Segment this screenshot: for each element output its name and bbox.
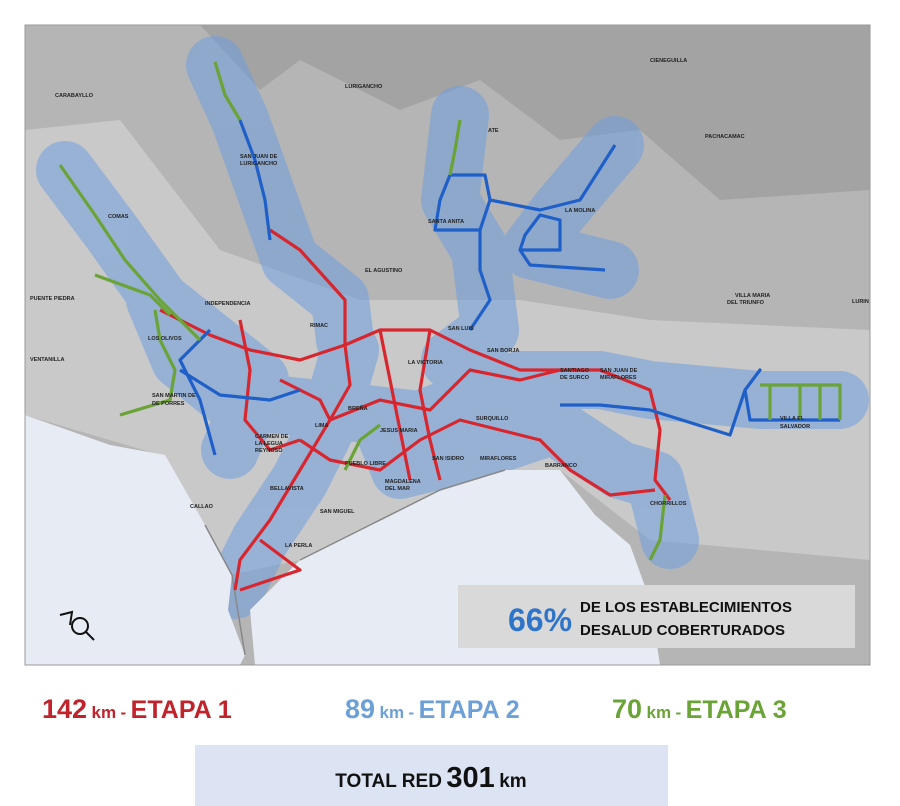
coverage-text: DESALUD COBERTURADOS: [580, 622, 785, 639]
district-label: SAN MARTIN DE: [152, 393, 196, 399]
district-label: BELLAVISTA: [270, 486, 304, 492]
district-label: PUENTE PIEDRA: [30, 296, 75, 302]
stage-3: 70 km - ETAPA 3: [612, 694, 787, 724]
stage-km: 70: [612, 694, 642, 724]
coverage-box: [458, 585, 855, 648]
district-label: SAN LUIS: [448, 326, 474, 332]
total-box: [195, 745, 668, 806]
mountains: [25, 25, 870, 200]
district-label: CIENEGUILLA: [650, 58, 687, 64]
district-label: LA MOLINA: [565, 208, 595, 214]
coverage-text: DE LOS ESTABLECIMIENTOS: [580, 599, 792, 616]
district-label: PACHACAMAC: [705, 134, 745, 140]
district-label: SANTA ANITA: [428, 219, 464, 225]
district-label: SAN ISIDRO: [432, 456, 465, 462]
stage-unit: km: [647, 703, 672, 722]
total-km: 301: [446, 762, 494, 794]
district-label: EL AGUSTINO: [365, 268, 403, 274]
district-label: LURIGANCHO: [240, 161, 278, 167]
total: TOTAL RED 301 km: [335, 762, 526, 794]
district-label: BARRANCO: [545, 463, 578, 469]
district-label: MIRAFLORES: [480, 456, 517, 462]
district-label: BREÑA: [348, 405, 368, 412]
stage-2-lines: [178, 119, 840, 456]
district-label: DEL MAR: [385, 486, 410, 492]
stage-km: 142: [42, 694, 87, 724]
district-label: VILLA EL: [780, 416, 805, 422]
district-label: DE PORRES: [152, 401, 185, 407]
district-label: ATE: [488, 128, 499, 134]
stage-sep: -: [409, 703, 415, 722]
stage-name: ETAPA 3: [686, 696, 787, 724]
district-label: INDEPENDENCIA: [205, 301, 251, 307]
district-label: SAN MIGUEL: [320, 509, 355, 515]
stage-unit: km: [92, 703, 117, 722]
map-frame: [24, 24, 871, 666]
district-label: SAN JUAN DE: [600, 368, 638, 374]
stage-sep: -: [121, 703, 127, 722]
district-label: SALVADOR: [780, 424, 810, 430]
district-label: LURIGANCHO: [345, 84, 383, 90]
district-label: CARMEN DE: [255, 434, 289, 440]
stage-sep: -: [676, 703, 682, 722]
district-label: DE SURCO: [560, 375, 590, 381]
district-label: RIMAC: [310, 323, 328, 329]
district-label: CHORRILLOS: [650, 501, 687, 507]
total-unit: km: [499, 771, 526, 792]
district-label: MIRAFLORES: [600, 375, 637, 381]
district-label: PUEBLO LIBRE: [345, 461, 386, 467]
district-label: SURQUILLO: [476, 416, 509, 422]
stage-1-lines: [159, 228, 672, 592]
district-label: VENTANILLA: [30, 357, 64, 363]
stage-3-lines: [58, 61, 842, 561]
district-label: DEL TRIUNFO: [727, 300, 765, 306]
district-label: SAN BORJA: [487, 348, 519, 354]
map: CARABAYLLO LURIGANCHO CIENEGUILLA SAN JU…: [25, 25, 870, 665]
stage-2: 89 km - ETAPA 2: [345, 694, 520, 724]
district-label: MAGDALENA: [385, 479, 421, 485]
stage-1: 142 km - ETAPA 1: [42, 694, 232, 724]
district-label: JESUS MARIA: [380, 428, 418, 434]
stage-name: ETAPA 2: [419, 696, 520, 724]
district-label: REYNOSO: [255, 448, 283, 454]
district-label: CALLAO: [190, 504, 214, 510]
district-label: LURIN: [852, 299, 869, 305]
coverage-percent: 66%: [508, 602, 572, 638]
district-labels: CARABAYLLO LURIGANCHO CIENEGUILLA SAN JU…: [30, 58, 869, 549]
district-label: COMAS: [108, 214, 129, 220]
coastline: [204, 469, 506, 656]
district-label: LA VICTORIA: [408, 360, 443, 366]
compass-icon: [59, 610, 95, 641]
district-label: LA PERLA: [285, 543, 312, 549]
district-label: SAN JUAN DE: [240, 154, 278, 160]
district-label: CARABAYLLO: [55, 93, 94, 99]
total-label: TOTAL RED: [335, 771, 442, 792]
stage-name: ETAPA 1: [131, 696, 232, 724]
district-label: SANTIAGO: [560, 368, 590, 374]
district-label: LA LEGUA: [255, 441, 283, 447]
district-label: VILLA MARIA: [735, 293, 770, 299]
sea: [25, 415, 245, 665]
stage-km: 89: [345, 694, 375, 724]
district-label: LIMA: [315, 423, 328, 429]
district-label: LOS OLIVOS: [148, 336, 182, 342]
stage-unit: km: [380, 703, 405, 722]
